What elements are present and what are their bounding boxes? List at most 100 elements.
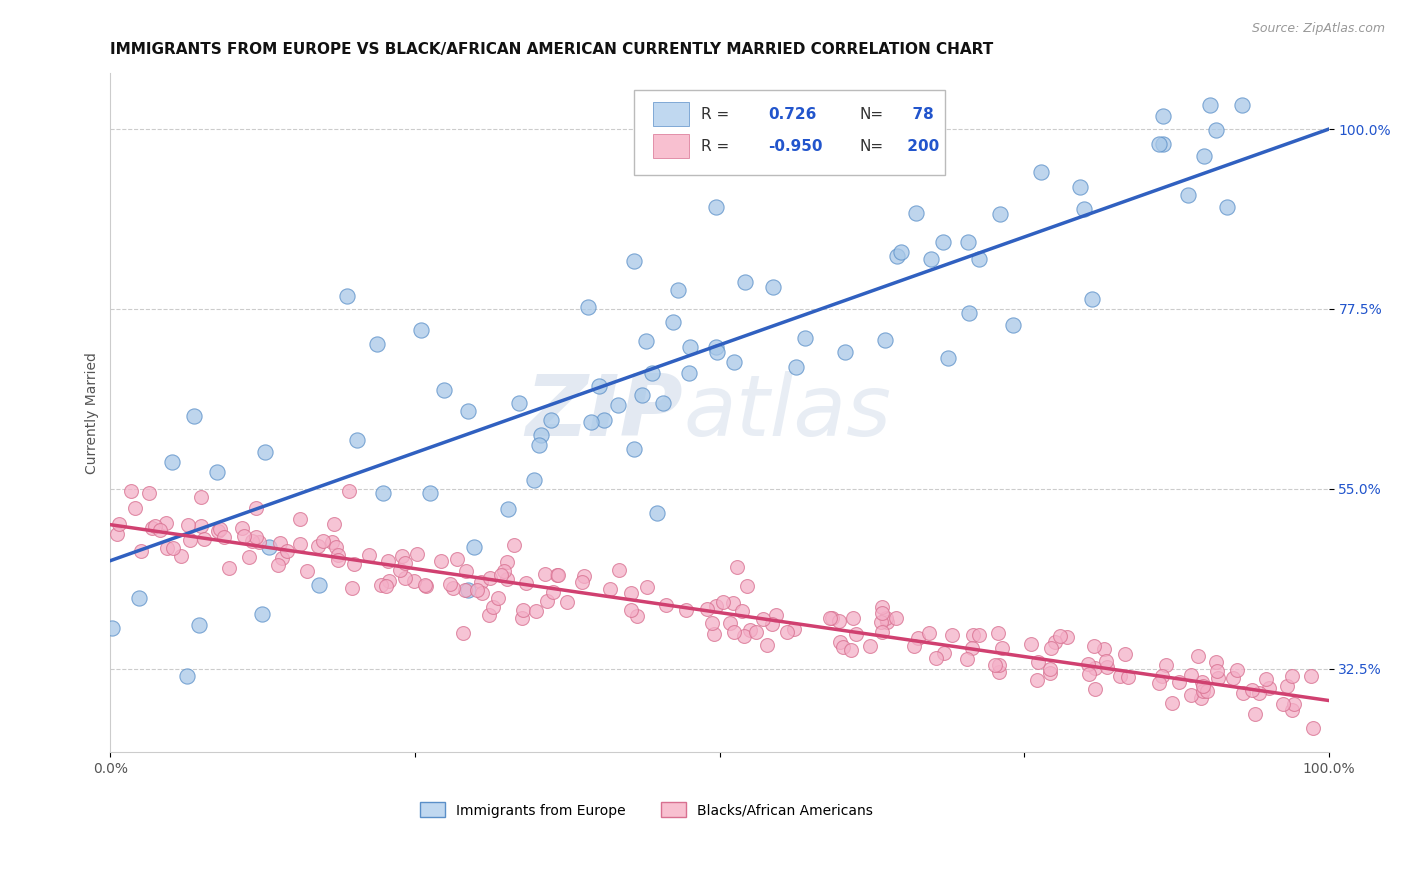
Point [108, 516, 131, 531]
Point [391, 549, 413, 563]
Point [1043, 635, 1066, 649]
Point [1177, 187, 1199, 202]
Point [765, 607, 787, 622]
Point [465, 582, 488, 597]
Point [932, 646, 955, 660]
Point [508, 396, 530, 410]
Point [1240, 682, 1263, 697]
Point [546, 567, 568, 582]
Point [457, 583, 479, 598]
Point [675, 603, 697, 617]
Point [1191, 675, 1213, 690]
Point [207, 524, 229, 539]
Point [1192, 149, 1215, 163]
Point [623, 254, 645, 268]
Text: Source: ZipAtlas.com: Source: ZipAtlas.com [1251, 22, 1385, 36]
Point [325, 541, 347, 555]
Point [1232, 98, 1254, 112]
Point [486, 591, 509, 605]
Point [218, 561, 240, 575]
Point [606, 398, 628, 412]
Point [588, 378, 610, 392]
Point [1180, 668, 1202, 682]
Point [536, 593, 558, 607]
Point [267, 558, 290, 572]
Point [987, 665, 1010, 679]
Point [245, 530, 267, 544]
Point [842, 610, 865, 624]
Point [128, 591, 150, 605]
Point [496, 502, 519, 516]
Point [734, 275, 756, 289]
Point [540, 413, 562, 427]
Point [346, 433, 368, 447]
Point [967, 252, 990, 266]
Point [394, 571, 416, 585]
Point [190, 518, 212, 533]
Point [290, 512, 312, 526]
Point [572, 569, 595, 583]
Point [1161, 696, 1184, 710]
Point [1029, 165, 1052, 179]
Point [1271, 698, 1294, 712]
Point [845, 626, 868, 640]
Point [1095, 654, 1118, 668]
Point [1095, 660, 1118, 674]
Point [1302, 722, 1324, 736]
Point [555, 595, 578, 609]
Point [962, 628, 984, 642]
Point [744, 625, 766, 640]
Point [456, 564, 478, 578]
Point [1257, 681, 1279, 695]
Point [738, 623, 761, 637]
Point [470, 575, 492, 590]
Point [321, 535, 343, 549]
Point [886, 249, 908, 263]
Point [149, 523, 172, 537]
Point [1249, 686, 1271, 700]
Point [1199, 98, 1222, 112]
Point [890, 244, 912, 259]
Point [620, 603, 643, 617]
Point [907, 632, 929, 646]
Point [988, 657, 1011, 672]
Point [1116, 670, 1139, 684]
Point [579, 415, 602, 429]
Point [1149, 136, 1171, 151]
Point [1284, 697, 1306, 711]
Point [1084, 661, 1107, 675]
Point [1187, 649, 1209, 664]
Point [821, 611, 844, 625]
Point [1083, 639, 1105, 653]
Point [704, 599, 727, 613]
Point [831, 640, 853, 655]
Text: IMMIGRANTS FROM EUROPE VS BLACK/AFRICAN AMERICAN CURRENTLY MARRIED CORRELATION C: IMMIGRANTS FROM EUROPE VS BLACK/AFRICAN … [111, 42, 994, 57]
Point [378, 574, 401, 589]
Point [969, 628, 991, 642]
Point [170, 549, 193, 563]
Point [1232, 685, 1254, 699]
Point [375, 579, 398, 593]
Point [453, 625, 475, 640]
Legend: Immigrants from Europe, Blacks/African Americans: Immigrants from Europe, Blacks/African A… [415, 797, 879, 823]
Point [141, 521, 163, 535]
Point [413, 577, 436, 591]
Point [457, 404, 479, 418]
Point [205, 465, 228, 479]
Point [336, 289, 359, 303]
Point [143, 518, 166, 533]
Point [527, 438, 550, 452]
Point [415, 579, 437, 593]
Point [343, 558, 366, 572]
Point [794, 331, 817, 345]
Point [512, 603, 534, 617]
Point [1026, 655, 1049, 669]
Point [120, 483, 142, 498]
Point [785, 359, 807, 374]
Point [495, 555, 517, 569]
Point [860, 147, 883, 161]
Point [388, 563, 411, 577]
Point [326, 553, 349, 567]
Point [370, 578, 392, 592]
Point [155, 516, 177, 530]
